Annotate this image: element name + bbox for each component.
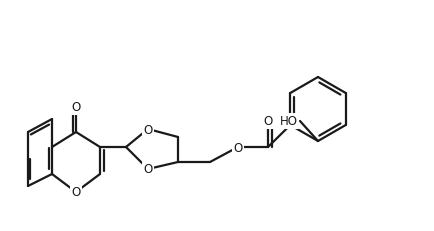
Text: O: O — [233, 141, 243, 154]
Text: O: O — [71, 101, 81, 114]
Text: HO: HO — [280, 115, 298, 128]
Text: O: O — [263, 115, 273, 128]
Text: O: O — [71, 186, 81, 199]
Text: O: O — [143, 123, 153, 136]
Text: O: O — [143, 163, 153, 176]
